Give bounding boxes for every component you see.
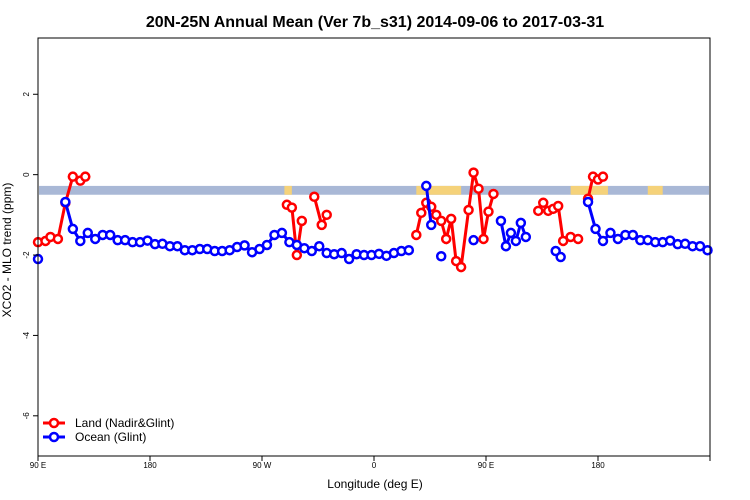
- series-ocean: [32, 180, 713, 265]
- data-point-land: [533, 205, 544, 217]
- data-point-ocean: [500, 240, 512, 252]
- x-tick-label: 90 W: [253, 461, 272, 470]
- data-point-ocean: [515, 217, 527, 229]
- data-point-land: [309, 191, 320, 203]
- data-point-ocean: [495, 215, 507, 227]
- data-point-ocean: [75, 235, 86, 247]
- data-point-land: [80, 171, 91, 182]
- legend-item-ocean: Ocean (Glint): [43, 430, 146, 444]
- x-axis-label: Longitude (deg E): [327, 477, 422, 491]
- land-band-segment: [416, 185, 462, 195]
- data-point-land: [52, 233, 64, 245]
- data-point-ocean: [239, 240, 250, 251]
- data-point-ocean: [254, 243, 265, 255]
- data-point-ocean: [555, 251, 566, 263]
- data-point-land: [572, 233, 584, 245]
- data-point-ocean: [627, 229, 639, 241]
- x-tick-label: 90 E: [30, 461, 46, 470]
- data-point-land: [473, 183, 484, 194]
- data-point-ocean: [510, 235, 522, 247]
- data-point-ocean: [343, 253, 355, 265]
- data-point-land: [557, 235, 569, 247]
- data-point-ocean: [89, 233, 101, 245]
- y-axis: 2 0 -2 -4 -6: [22, 91, 38, 419]
- data-point-land: [463, 204, 474, 216]
- x-axis: 90 E 180 90 W 0 90 E 180: [30, 456, 711, 470]
- data-point-ocean: [67, 223, 79, 235]
- data-point-land: [296, 215, 308, 227]
- legend-item-land: Land (Nadir&Glint): [43, 416, 174, 430]
- data-point-ocean: [60, 196, 71, 208]
- y-tick-label: 2: [22, 91, 31, 96]
- data-point-ocean: [82, 227, 94, 239]
- data-point-land: [67, 171, 79, 182]
- x-tick-label: 180: [143, 461, 157, 470]
- data-point-ocean: [403, 244, 415, 256]
- data-point-ocean: [435, 250, 447, 262]
- data-point-land: [321, 209, 332, 221]
- land-band-segment: [284, 185, 292, 195]
- data-point-land: [435, 215, 447, 227]
- series-land: [32, 167, 609, 273]
- data-point-land: [445, 213, 457, 225]
- data-point-land: [440, 233, 452, 245]
- y-tick-label: -4: [22, 331, 31, 339]
- legend-label: Ocean (Glint): [75, 430, 146, 444]
- data-point-ocean: [605, 227, 616, 239]
- data-point-land: [316, 219, 327, 231]
- data-point-land: [416, 207, 427, 219]
- data-point-ocean: [172, 240, 183, 252]
- data-point-ocean: [694, 240, 706, 252]
- data-point-ocean: [505, 227, 517, 239]
- data-point-ocean: [104, 229, 116, 241]
- x-tick-label: 180: [591, 461, 605, 470]
- data-point-land: [291, 249, 303, 261]
- chart-title: 20N-25N Annual Mean (Ver 7b_s31) 2014-09…: [146, 14, 604, 31]
- x-tick-label: 90 E: [478, 461, 494, 470]
- land-ocean-band: [39, 185, 709, 195]
- data-point-ocean: [425, 219, 437, 231]
- data-point-ocean: [336, 247, 347, 259]
- legend-label: Land (Nadir&Glint): [75, 416, 174, 430]
- x-tick-label: 0: [372, 461, 377, 470]
- data-point-ocean: [597, 235, 609, 247]
- legend-swatch-marker: [48, 431, 60, 443]
- data-point-ocean: [520, 231, 532, 243]
- data-point-land: [411, 229, 422, 241]
- data-point-ocean: [421, 180, 432, 192]
- series-line-ocean: [424, 185, 433, 226]
- data-point-land: [597, 171, 609, 182]
- ocean-band: [39, 185, 709, 195]
- data-point-ocean: [612, 233, 624, 245]
- data-point-ocean: [276, 227, 288, 239]
- legend-swatch-marker: [48, 417, 60, 429]
- y-tick-label: -2: [22, 251, 31, 259]
- data-point-land: [286, 202, 298, 213]
- data-point-land: [537, 197, 549, 209]
- data-point-ocean: [468, 234, 479, 246]
- series-layer: [32, 167, 713, 273]
- land-band-segment: [647, 185, 663, 195]
- data-point-ocean: [306, 245, 318, 257]
- data-point-ocean: [590, 223, 601, 235]
- data-point-land: [488, 188, 499, 200]
- y-axis-label: XCO2 - MLO trend (ppm): [0, 183, 14, 318]
- y-tick-label: -6: [22, 412, 31, 420]
- data-point-land: [483, 206, 494, 217]
- data-point-ocean: [313, 240, 325, 252]
- legend: Land (Nadir&Glint)Ocean (Glint): [43, 416, 174, 444]
- data-point-land: [478, 233, 489, 245]
- data-point-ocean: [261, 239, 273, 251]
- data-point-land: [552, 200, 564, 212]
- data-point-ocean: [582, 196, 594, 208]
- y-tick-label: 0: [22, 172, 31, 177]
- data-point-land: [468, 167, 479, 178]
- data-point-land: [455, 261, 467, 273]
